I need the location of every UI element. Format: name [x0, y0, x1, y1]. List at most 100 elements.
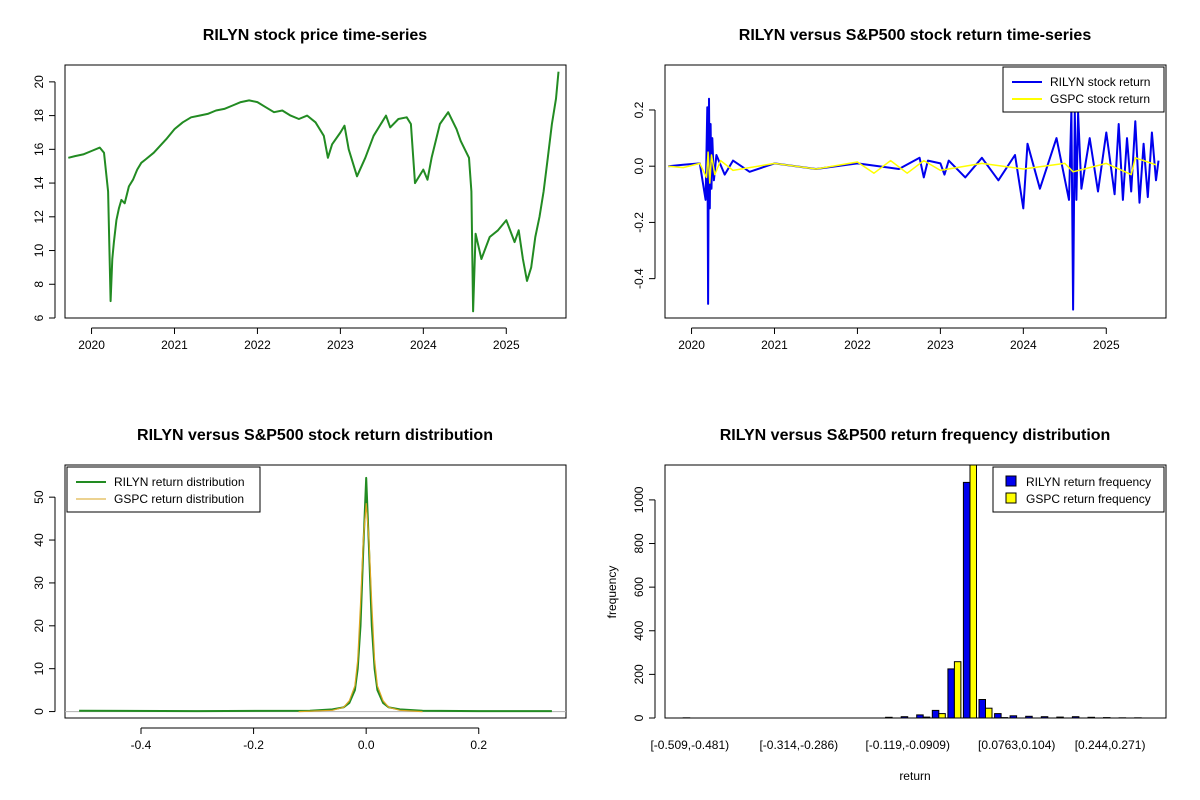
density-y-tick-label: 50: [32, 490, 46, 504]
gspc-frequency-bar: [985, 707, 993, 719]
density-x-tick-label: -0.2: [243, 738, 264, 752]
density-legend-label-gspc: GSPC return distribution: [114, 492, 244, 506]
density-plot-box: [64, 464, 567, 719]
frequency-y-tick-label: 800: [632, 533, 646, 553]
density-x-tick-label: 0.2: [470, 738, 487, 752]
price-y-tick-label: 14: [32, 176, 46, 190]
frequency-bars: [682, 464, 1142, 719]
returns-legend-box: [1002, 66, 1165, 113]
gspc-frequency-bar: [922, 716, 931, 719]
rilyn-frequency-bar: [947, 668, 955, 719]
price-y-tick-label: 20: [32, 75, 46, 89]
frequency-x-tick-label: [-0.509,-0.481): [650, 738, 729, 752]
rilyn-return-line: [668, 97, 1160, 311]
rilyn-frequency-bar: [1025, 715, 1033, 719]
panel-price: RILYN stock price time-series 6 8 10 12 14 16…: [32, 27, 567, 352]
frequency-legend-swatch-rilyn: [1005, 475, 1017, 487]
density-axes: 0 10 20 30 40 50 -0.4 -0.2 0.0 0.2: [32, 490, 566, 752]
returns-x-tick-label: 2020: [678, 338, 705, 352]
returns-x-tick-label: 2025: [1093, 338, 1120, 352]
rilyn-frequency-bar: [1040, 716, 1049, 719]
price-y-tick-label: 8: [32, 281, 46, 288]
price-x-tick-label: 2024: [410, 338, 437, 352]
price-series: [68, 71, 560, 313]
density-y-tick-label: 30: [32, 576, 46, 590]
returns-chart-title: RILYN versus S&P500 stock return time-se…: [739, 27, 1092, 44]
rilyn-frequency-bar: [1071, 716, 1080, 719]
frequency-plot-box: [664, 464, 1167, 719]
returns-x-tick-label: 2021: [761, 338, 788, 352]
rilyn-frequency-bar: [1009, 715, 1018, 719]
rilyn-frequency-bar: [931, 709, 940, 719]
price-x-tick-label: 2020: [78, 338, 105, 352]
price-x-tick-label: 2023: [327, 338, 354, 352]
rilyn-frequency-bar: [962, 481, 971, 719]
frequency-y-tick-label: 400: [632, 620, 646, 640]
returns-legend: RILYN stock return GSPC stock return: [1002, 66, 1165, 113]
density-y-tick-label: 20: [32, 619, 46, 633]
density-chart-title: RILYN versus S&P500 stock return distrib…: [137, 427, 493, 444]
frequency-y-tick-label: 1000: [632, 486, 646, 513]
rilyn-frequency-bar: [885, 716, 893, 719]
rilyn-frequency-bar: [978, 699, 986, 719]
gspc-frequency-bar: [969, 464, 977, 719]
frequency-legend-swatch-gspc: [1005, 492, 1017, 504]
rilyn-frequency-bar: [1056, 716, 1064, 719]
price-x-tick-label: 2025: [493, 338, 520, 352]
gspc-frequency-bar: [953, 661, 962, 719]
rilyn-frequency-bar: [994, 713, 1002, 719]
rilyn-frequency-bar: [900, 716, 909, 719]
frequency-y-tick-label: 600: [632, 577, 646, 597]
frequency-x-tick-label: [0.244,0.271): [1075, 738, 1146, 752]
density-legend-box: [66, 466, 261, 513]
frequency-axes: 0 200 400 600 800 1000 [-0.509,-0.481) [-0.314,…: [632, 486, 1145, 752]
returns-y-tick-label: 0.0: [632, 158, 646, 175]
price-chart-title: RILYN stock price time-series: [203, 27, 428, 44]
price-x-tick-label: 2021: [161, 338, 188, 352]
price-x-tick-label: 2022: [244, 338, 271, 352]
returns-axes: -0.4 -0.2 0.0 0.2 2020 2021 2022 2023 2024 2025: [632, 101, 1120, 352]
density-x-tick-label: 0.0: [358, 738, 375, 752]
density-series: [79, 476, 552, 713]
frequency-y-label: frequency: [605, 566, 619, 619]
frequency-x-label: return: [899, 769, 930, 783]
rilyn-density-line: [79, 476, 552, 713]
price-y-tick-label: 10: [32, 244, 46, 258]
density-legend: RILYN return distribution GSPC return di…: [66, 466, 261, 513]
returns-x-tick-label: 2023: [927, 338, 954, 352]
density-y-tick-label: 0: [32, 708, 46, 715]
gspc-return-line: [668, 151, 1157, 184]
density-y-tick-label: 40: [32, 533, 46, 547]
price-plot-box: [64, 64, 567, 319]
frequency-chart-title: RILYN versus S&P500 return frequency dis…: [720, 427, 1111, 444]
frequency-y-tick-label: 200: [632, 664, 646, 684]
price-y-tick-label: 18: [32, 109, 46, 123]
price-y-tick-label: 12: [32, 210, 46, 224]
returns-legend-label-rilyn: RILYN stock return: [1050, 75, 1150, 89]
panel-returns: RILYN versus S&P500 stock return time-se…: [632, 27, 1167, 352]
price-line: [68, 71, 560, 313]
density-x-tick-label: -0.4: [131, 738, 152, 752]
rilyn-frequency-bar: [1087, 716, 1095, 719]
returns-series: [668, 97, 1160, 311]
frequency-legend-label-gspc: GSPC return frequency: [1026, 492, 1151, 506]
rilyn-frequency-bar: [916, 714, 924, 719]
density-y-tick-label: 10: [32, 662, 46, 676]
frequency-legend-label-rilyn: RILYN return frequency: [1026, 475, 1151, 489]
price-y-tick-label: 16: [32, 142, 46, 156]
frequency-legend: RILYN return frequency GSPC return frequ…: [992, 466, 1165, 513]
gspc-density-line: [298, 503, 423, 713]
panel-density: RILYN versus S&P500 stock return distrib…: [32, 427, 567, 752]
returns-y-tick-label: -0.4: [632, 268, 646, 289]
density-legend-label-rilyn: RILYN return distribution: [114, 475, 245, 489]
price-y-tick-label: 6: [32, 314, 46, 321]
frequency-y-tick-label: 0: [632, 714, 646, 721]
frequency-legend-box: [992, 466, 1165, 513]
returns-x-tick-label: 2024: [1010, 338, 1037, 352]
returns-legend-label-gspc: GSPC stock return: [1050, 92, 1150, 106]
returns-y-tick-label: -0.2: [632, 212, 646, 233]
returns-x-tick-label: 2022: [844, 338, 871, 352]
